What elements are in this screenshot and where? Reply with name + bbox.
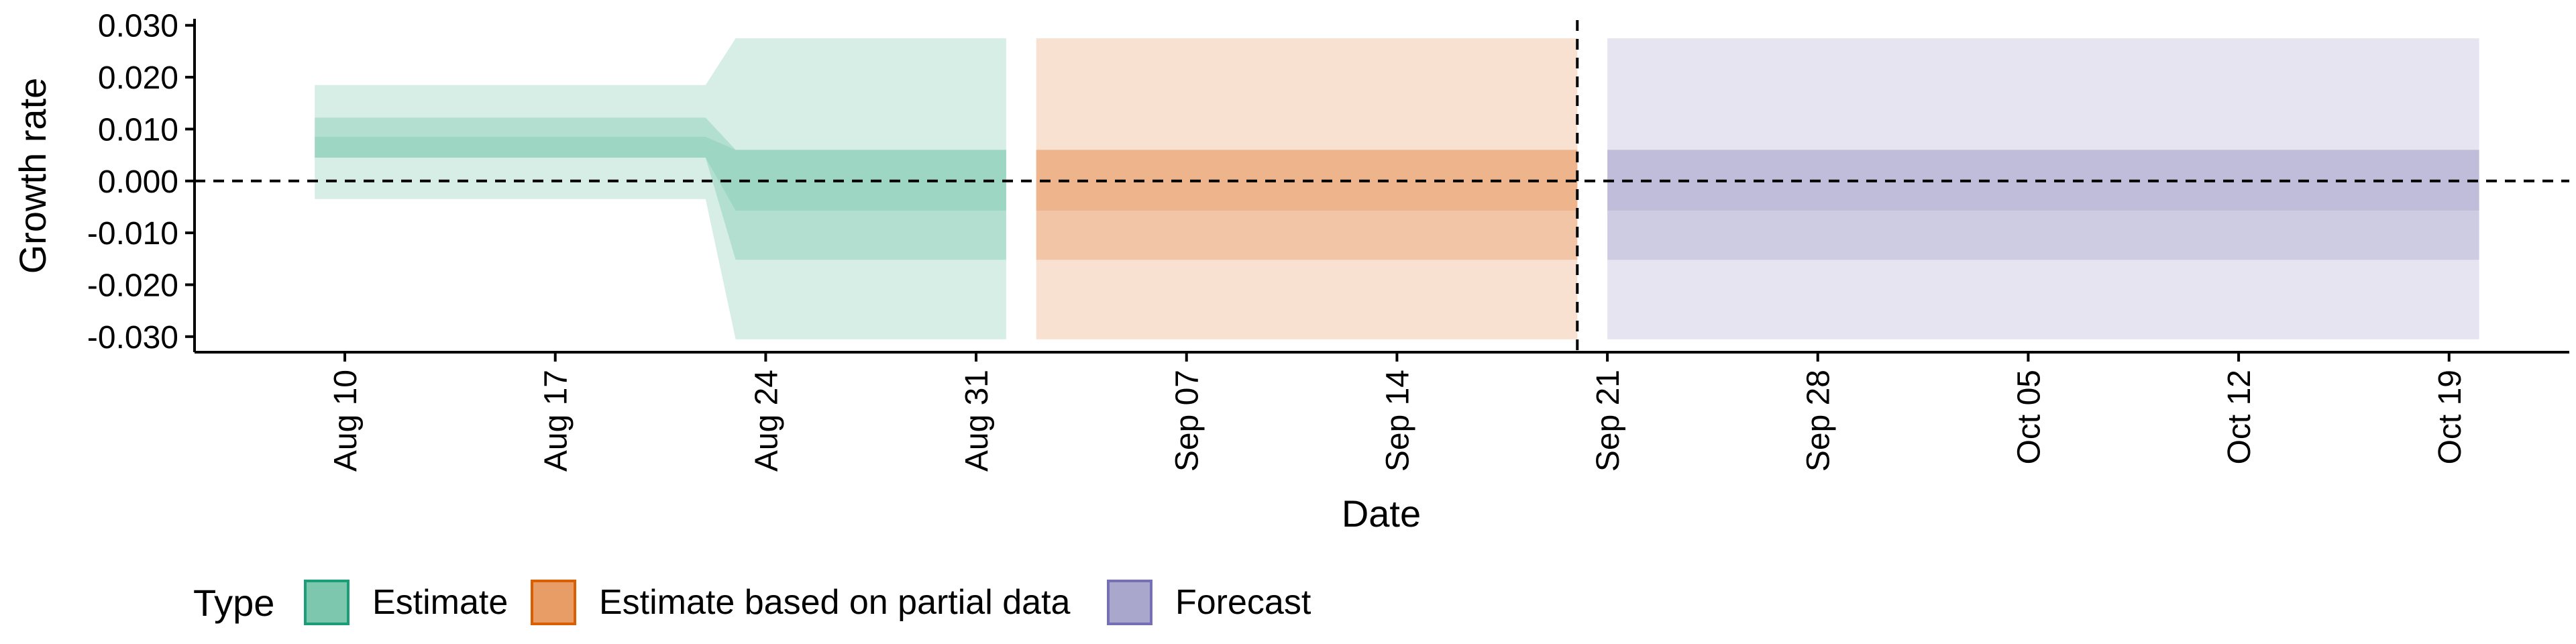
y-tick-label: 0.030 bbox=[98, 9, 178, 44]
y-tick-label: -0.030 bbox=[87, 320, 178, 356]
legend-label-2: Estimate based on partial data bbox=[599, 583, 1071, 622]
x-tick-label: Aug 17 bbox=[539, 370, 574, 472]
ribbon-2-band-2 bbox=[1036, 150, 1578, 260]
y-tick-label: 0.020 bbox=[98, 60, 178, 96]
x-tick-label: Aug 10 bbox=[328, 370, 364, 472]
reference-lines bbox=[195, 20, 2569, 352]
y-tick-label: 0.000 bbox=[98, 164, 178, 200]
x-tick-label: Oct 19 bbox=[2432, 370, 2468, 464]
legend-label-1: Estimate bbox=[372, 583, 508, 622]
ribbon-3-band-1 bbox=[1607, 38, 2479, 339]
ribbon-1-band-2 bbox=[315, 117, 1006, 260]
axis-labels: Growth rate Date bbox=[11, 78, 1421, 535]
legend-key-2 bbox=[531, 580, 576, 625]
x-tick-label: Oct 12 bbox=[2222, 370, 2257, 464]
y-axis-title: Growth rate bbox=[11, 78, 54, 274]
ribbon-1-band-3 bbox=[315, 137, 1006, 211]
legend-label-3: Forecast bbox=[1175, 583, 1311, 622]
y-tick-label: -0.020 bbox=[87, 268, 178, 303]
legend-key-1 bbox=[304, 580, 350, 625]
legend-title: Type bbox=[193, 582, 274, 624]
x-tick-label: Aug 31 bbox=[959, 370, 995, 472]
x-tick-label: Oct 05 bbox=[2011, 370, 2047, 464]
legend-key-3 bbox=[1107, 580, 1152, 625]
y-tick-label: 0.010 bbox=[98, 112, 178, 148]
ribbon-bands bbox=[315, 38, 2479, 339]
ribbon-1-band-1 bbox=[315, 38, 1006, 339]
x-axis-title: Date bbox=[1342, 492, 1421, 535]
x-tick-label: Aug 24 bbox=[749, 370, 784, 472]
x-tick-label: Sep 14 bbox=[1380, 370, 1415, 472]
ribbon-2-band-1 bbox=[1036, 38, 1578, 339]
x-tick-label: Sep 28 bbox=[1801, 370, 1837, 472]
x-tick-label: Sep 07 bbox=[1170, 370, 1205, 472]
legend: Type Estimate Estimate based on partial d… bbox=[193, 580, 1311, 625]
x-tick-label: Sep 21 bbox=[1591, 370, 1626, 472]
axes: 0.030 0.020 0.010 0.000 -0.010 -0.020 -0.030 Au… bbox=[87, 9, 2569, 472]
ribbon-3-band-2 bbox=[1607, 150, 2479, 260]
y-tick-label: -0.010 bbox=[87, 216, 178, 252]
